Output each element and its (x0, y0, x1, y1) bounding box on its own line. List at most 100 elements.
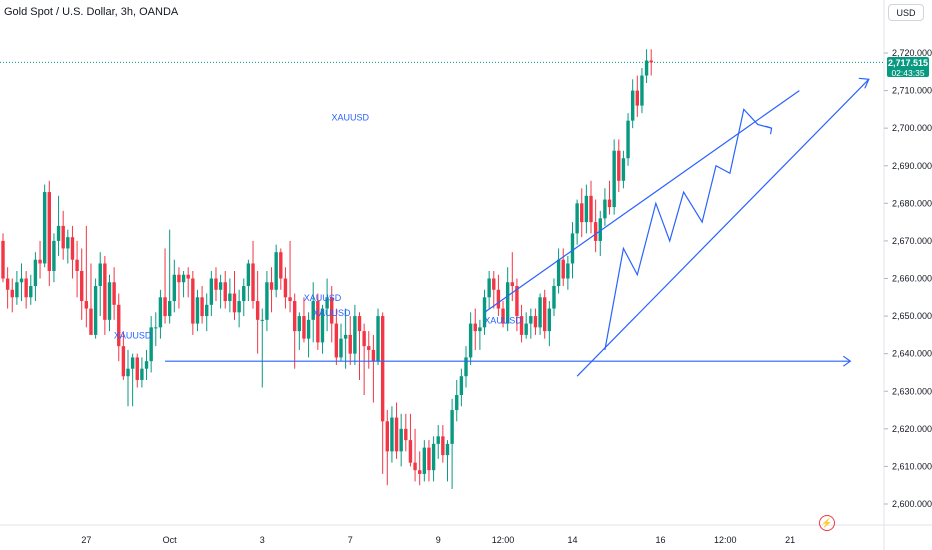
candle-body (459, 376, 464, 396)
candle-body (538, 297, 542, 328)
y-tick-label: 2,690.000 (892, 161, 932, 171)
candle-body (450, 410, 454, 444)
candle-body (316, 301, 320, 343)
candle-body (496, 289, 501, 309)
candle-body (343, 334, 348, 339)
zigzag-path (604, 108, 772, 351)
candles-layer (1, 49, 653, 489)
candle-body (186, 274, 190, 279)
x-tick-label: 21 (785, 535, 795, 545)
candle-body (311, 301, 315, 320)
candle-body (320, 308, 325, 343)
candle-body (251, 263, 255, 302)
candle-body (237, 301, 241, 313)
candle-body (149, 327, 153, 362)
candle-body (255, 301, 260, 320)
y-tick-label: 2,670.000 (892, 236, 932, 246)
candle-body (98, 263, 102, 287)
last-price-value: 2,717.515 (887, 58, 929, 68)
candle-body (232, 293, 237, 313)
candle-body (117, 304, 121, 347)
candle-body (297, 316, 302, 332)
candle-body (492, 278, 496, 290)
x-tick-label: 12:00 (492, 535, 515, 545)
candle-body (612, 150, 616, 208)
candle-body (603, 199, 607, 219)
zigzag-arrowhead (765, 125, 773, 135)
y-tick-label: 2,660.000 (892, 274, 932, 284)
candle-body (158, 297, 163, 328)
candle-body (376, 316, 380, 362)
candle-body (260, 319, 264, 321)
y-tick-label: 2,630.000 (892, 386, 932, 396)
candle-body (288, 297, 292, 302)
candle-body (29, 286, 33, 298)
lightning-icon[interactable]: ⚡ (819, 515, 835, 531)
candle-body (589, 195, 593, 223)
candle-body (501, 308, 505, 324)
candle-body (154, 327, 158, 329)
last-price-badge: 2,717.515 02:43:35 (887, 57, 929, 78)
candle-body (15, 282, 19, 298)
candle-body (93, 286, 98, 335)
price-axis: 2,600.000 2,610.000 2,620.000 2,630.000 2,64… (884, 48, 932, 509)
candle-body (10, 289, 14, 298)
upper-trendline (484, 90, 800, 313)
candle-body (575, 203, 579, 234)
drawings-layer (165, 77, 870, 377)
candle-body (422, 447, 427, 474)
candle-body (473, 323, 477, 332)
x-tick-label: 9 (436, 535, 441, 545)
candle-body (533, 316, 538, 328)
candle-body (75, 259, 79, 271)
candle-body (413, 462, 417, 471)
candle-body (547, 308, 552, 332)
candle-body (246, 263, 251, 287)
x-tick-label: Oct (163, 535, 178, 545)
candle-body (283, 278, 288, 298)
candle-body (427, 447, 431, 471)
candle-body (649, 60, 653, 63)
candle-body (167, 301, 172, 317)
candle-body (626, 120, 630, 159)
candle-body (515, 286, 519, 317)
candle-body (223, 282, 227, 302)
candle-body (112, 282, 116, 305)
candle-body (584, 195, 589, 223)
candle-body (107, 282, 112, 320)
currency-button[interactable]: USD (888, 4, 924, 21)
candle-body (468, 323, 473, 358)
candle-body (478, 327, 482, 332)
candle-body (200, 297, 204, 317)
candle-body (47, 192, 51, 271)
candle-body (209, 278, 214, 305)
candle-body (330, 297, 334, 324)
candle-body (42, 192, 47, 264)
annotation-label: XAUUSD (484, 316, 522, 326)
candle-body (24, 278, 28, 298)
candle-body (218, 282, 223, 290)
candle-body (543, 297, 547, 332)
annotation-label: XAUUSD (331, 113, 369, 123)
x-tick-label: 3 (260, 535, 265, 545)
candle-body (362, 331, 366, 347)
candle-body (302, 316, 306, 339)
candle-body (269, 282, 274, 290)
x-tick-label: 16 (655, 535, 665, 545)
candle-body (524, 323, 528, 335)
candle-body (205, 304, 209, 317)
candle-body (621, 158, 626, 181)
candle-body (89, 308, 93, 335)
y-tick-label: 2,640.000 (892, 349, 932, 359)
candle-body (181, 274, 186, 283)
candle-body (339, 338, 343, 358)
candle-body (325, 297, 329, 309)
x-tick-label: 14 (567, 535, 577, 545)
y-tick-label: 2,610.000 (892, 461, 932, 471)
candle-body (385, 421, 389, 452)
candle-body (195, 297, 200, 324)
candle-body (441, 436, 445, 456)
x-tick-label: 12:00 (714, 535, 737, 545)
candle-body (353, 316, 357, 354)
